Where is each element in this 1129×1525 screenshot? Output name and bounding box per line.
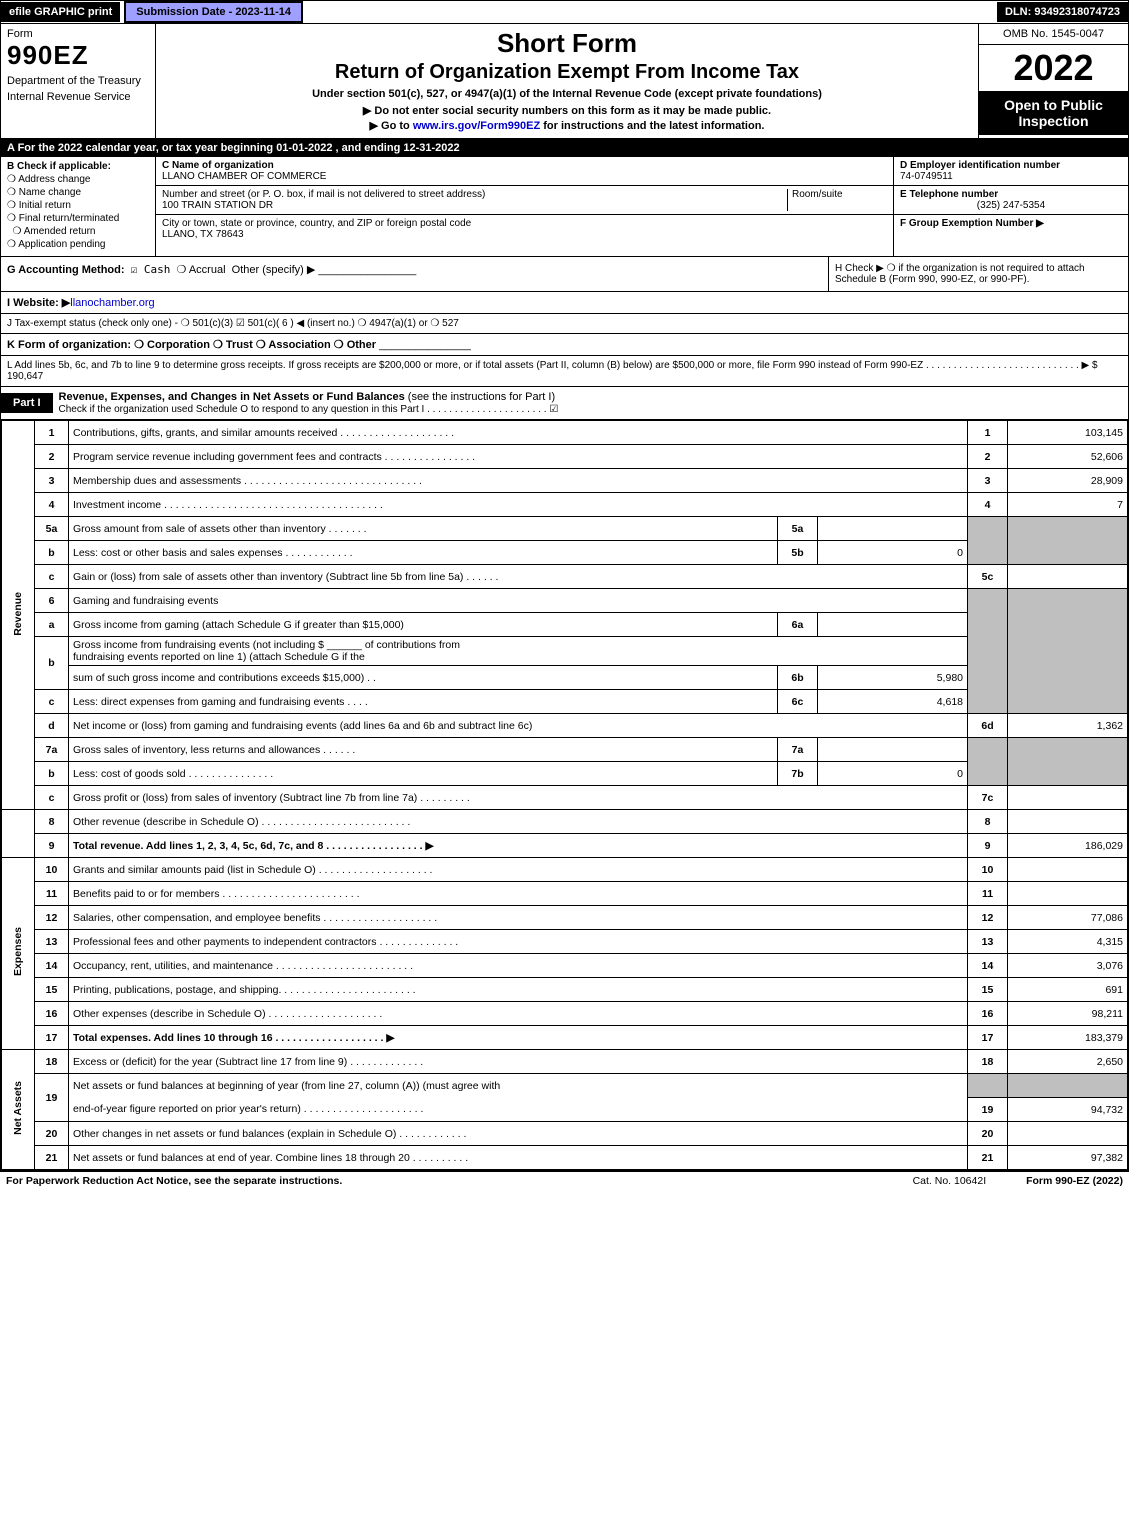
footer-right: Form 990-EZ (2022) [1026, 1175, 1123, 1187]
org-name: LLANO CHAMBER OF COMMERCE [162, 171, 326, 182]
cb-address: ❍ Address change [7, 174, 149, 185]
irs-label: Internal Revenue Service [7, 91, 149, 103]
line7b-value: 0 [818, 762, 968, 786]
row-gh: G Accounting Method: ☑ Cash ❍ Accrual Ot… [1, 257, 1128, 292]
line5b-value: 0 [818, 541, 968, 565]
row-l: L Add lines 5b, 6c, and 7b to line 9 to … [1, 356, 1128, 387]
d-ein: D Employer identification number74-07495… [894, 157, 1128, 186]
footer: For Paperwork Reduction Act Notice, see … [0, 1171, 1129, 1190]
org-address: 100 TRAIN STATION DR [162, 200, 273, 211]
part-i-title: Revenue, Expenses, and Changes in Net As… [53, 387, 565, 419]
submission-date: Submission Date - 2023-11-14 [124, 1, 303, 23]
cb-application: ❍ Application pending [7, 239, 149, 250]
g-accounting: G Accounting Method: ☑ Cash ❍ Accrual Ot… [1, 257, 828, 291]
line6d-value: 1,362 [1008, 714, 1128, 738]
c-addr-row: Number and street (or P. O. box, if mail… [156, 186, 893, 215]
form-label: Form [7, 28, 149, 40]
line14-value: 3,076 [1008, 954, 1128, 978]
header-row: Form 990EZ Department of the Treasury In… [1, 24, 1128, 139]
room-suite: Room/suite [787, 189, 887, 211]
line9-value: 186,029 [1008, 834, 1128, 858]
b-title: B Check if applicable: [7, 161, 111, 172]
line21-value: 97,382 [1008, 1146, 1128, 1170]
line4-value: 7 [1008, 493, 1128, 517]
line12-value: 77,086 [1008, 906, 1128, 930]
row-i: I Website: ▶llanochamber.org [1, 292, 1128, 314]
efile-label: efile GRAPHIC print [1, 2, 120, 22]
col-b: B Check if applicable: ❍ Address change … [1, 157, 156, 256]
form-container: Form 990EZ Department of the Treasury In… [0, 24, 1129, 1171]
f-group: F Group Exemption Number ▶ [894, 215, 1128, 232]
header-right: OMB No. 1545-0047 2022 Open to Public In… [978, 24, 1128, 138]
line17-value: 183,379 [1008, 1026, 1128, 1050]
short-form-title: Short Form [162, 28, 972, 59]
return-title: Return of Organization Exempt From Incom… [162, 61, 972, 84]
form-number: 990EZ [7, 40, 149, 71]
row-j: J Tax-exempt status (check only one) - ❍… [1, 314, 1128, 334]
h-schedule-b: H Check ▶ ❍ if the organization is not r… [828, 257, 1128, 291]
line1-value: 103,145 [1008, 421, 1128, 445]
col-c: C Name of organizationLLANO CHAMBER OF C… [156, 157, 893, 256]
line6c-value: 4,618 [818, 690, 968, 714]
row-a: A For the 2022 calendar year, or tax yea… [1, 139, 1128, 157]
part-i-table: Revenue 1Contributions, gifts, grants, a… [1, 420, 1128, 1170]
line6b-value: 5,980 [818, 666, 968, 690]
note-goto: ▶ Go to www.irs.gov/Form990EZ for instru… [162, 119, 972, 132]
part-i-label: Part I [1, 393, 53, 413]
org-city: LLANO, TX 78643 [162, 229, 244, 240]
under-section: Under section 501(c), 527, or 4947(a)(1)… [162, 88, 972, 100]
col-d: D Employer identification number74-07495… [893, 157, 1128, 256]
c-name-row: C Name of organizationLLANO CHAMBER OF C… [156, 157, 893, 186]
line15-value: 691 [1008, 978, 1128, 1002]
netassets-tab: Net Assets [2, 1050, 35, 1170]
ein-value: 74-0749511 [900, 171, 953, 182]
line13-value: 4,315 [1008, 930, 1128, 954]
open-inspection: Open to Public Inspection [979, 91, 1128, 135]
irs-link[interactable]: www.irs.gov/Form990EZ [413, 120, 540, 132]
cb-amended: ❍ Amended return [7, 226, 149, 237]
expenses-tab: Expenses [2, 858, 35, 1050]
e-phone: E Telephone number(325) 247-5354 [894, 186, 1128, 215]
row-k: K Form of organization: ❍ Corporation ❍ … [1, 334, 1128, 356]
dln: DLN: 93492318074723 [997, 2, 1128, 22]
line3-value: 28,909 [1008, 469, 1128, 493]
tax-year: 2022 [979, 45, 1128, 91]
footer-cat: Cat. No. 10642I [913, 1175, 987, 1187]
cb-name: ❍ Name change [7, 187, 149, 198]
line18-value: 2,650 [1008, 1050, 1128, 1074]
line16-value: 98,211 [1008, 1002, 1128, 1026]
line19-value: 94,732 [1008, 1098, 1128, 1122]
part-i-header: Part I Revenue, Expenses, and Changes in… [1, 387, 1128, 420]
dept-treasury: Department of the Treasury [7, 75, 149, 87]
phone-value: (325) 247-5354 [900, 200, 1122, 211]
header-left: Form 990EZ Department of the Treasury In… [1, 24, 156, 138]
line2-value: 52,606 [1008, 445, 1128, 469]
note-ssn: ▶ Do not enter social security numbers o… [162, 104, 972, 117]
cb-final: ❍ Final return/terminated [7, 213, 149, 224]
top-bar: efile GRAPHIC print Submission Date - 20… [0, 0, 1129, 24]
c-city-row: City or town, state or province, country… [156, 215, 893, 243]
section-bcde: B Check if applicable: ❍ Address change … [1, 157, 1128, 257]
cb-initial: ❍ Initial return [7, 200, 149, 211]
revenue-tab: Revenue [2, 421, 35, 810]
omb-number: OMB No. 1545-0047 [979, 24, 1128, 45]
website-link[interactable]: llanochamber.org [70, 297, 154, 309]
header-center: Short Form Return of Organization Exempt… [156, 24, 978, 138]
footer-left: For Paperwork Reduction Act Notice, see … [6, 1175, 342, 1187]
